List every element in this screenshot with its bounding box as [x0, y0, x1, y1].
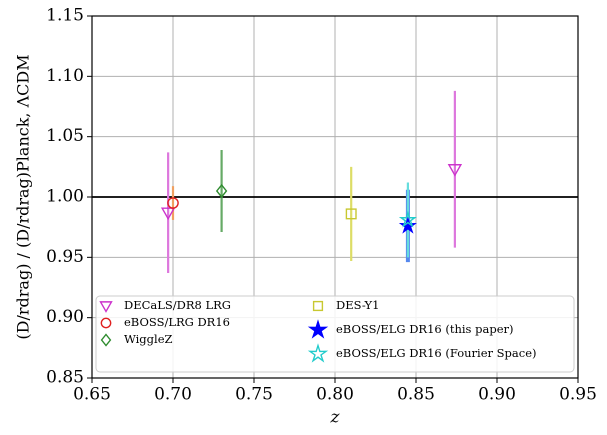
marker: [160, 207, 176, 221]
legend-marker: [100, 333, 112, 347]
legend-label: eBOSS/ELG DR16 (Fourier Space): [336, 346, 537, 360]
x-tick-label: 0.65: [73, 385, 111, 405]
x-tick-label: 0.95: [559, 385, 597, 405]
x-tick-label: 0.70: [154, 385, 192, 405]
legend-marker: [100, 317, 112, 329]
legend-marker: [312, 300, 324, 312]
y-tick-label: 0.95: [46, 247, 84, 267]
marker: [398, 210, 417, 228]
y-axis-label: (D/rdrag) / (D/rdrag)Planck, ΛCDM: [14, 54, 33, 339]
legend-label: DES-Y1: [336, 298, 379, 312]
x-tick-label: 0.80: [316, 385, 354, 405]
legend-marker: [307, 319, 329, 339]
marker: [345, 208, 357, 220]
y-tick-label: 0.90: [46, 307, 84, 327]
y-tick-label: 1.00: [46, 187, 84, 207]
y-tick-label: 1.15: [46, 6, 84, 26]
y-tick-label: 0.85: [46, 368, 84, 388]
x-tick-label: 0.85: [397, 385, 435, 405]
legend-label: DECaLS/DR8 LRG: [124, 298, 231, 312]
plot-frame: [91, 15, 579, 379]
y-tick-label: 1.10: [46, 66, 84, 86]
legend-label: eBOSS/LRG DR16: [124, 315, 230, 329]
legend: DECaLS/DR8 LRG eBOSS/LRG DR16 WiggleZ DES-Y…: [95, 295, 575, 373]
marker: [447, 164, 463, 177]
x-tick-label: 0.90: [478, 385, 516, 405]
y-tick-label: 1.05: [46, 126, 84, 146]
x-tick-label: 0.75: [235, 385, 273, 405]
legend-box: [95, 295, 575, 373]
legend-label: eBOSS/ELG DR16 (this paper): [336, 322, 514, 336]
marker: [398, 216, 417, 234]
marker: [215, 183, 228, 199]
legend-label: WiggleZ: [124, 332, 173, 346]
legend-marker: [99, 301, 113, 313]
legend-marker: [307, 343, 329, 363]
x-axis-label: z: [330, 408, 341, 428]
marker: [167, 197, 179, 209]
